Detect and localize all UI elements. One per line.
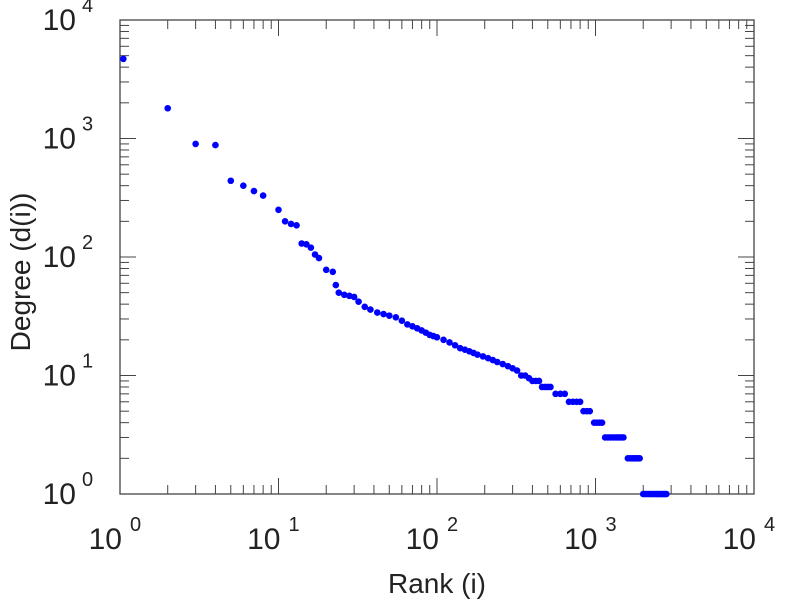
data-point — [259, 192, 267, 199]
data-point — [385, 312, 393, 319]
data-point — [240, 182, 247, 189]
data-point — [535, 377, 543, 385]
data-point — [227, 177, 235, 185]
data-point — [307, 244, 315, 251]
x-tick-label-base: 10 — [406, 523, 439, 556]
y-tick-label-exponent: 1 — [82, 351, 93, 373]
data-point — [433, 334, 441, 341]
x-axis-title: Rank (i) — [388, 568, 486, 599]
y-tick-label-base: 10 — [43, 360, 76, 393]
data-point — [315, 254, 323, 262]
data-point — [164, 104, 172, 112]
data-point — [446, 339, 453, 346]
data-point — [293, 222, 300, 229]
x-tick-label-exponent: 3 — [606, 514, 617, 536]
data-point — [493, 358, 501, 366]
data-point — [192, 140, 199, 148]
data-point — [513, 367, 521, 374]
y-tick-label-exponent: 2 — [82, 232, 93, 254]
data-point — [440, 336, 447, 344]
data-point — [212, 141, 219, 149]
data-point — [474, 351, 481, 358]
y-tick-label-exponent: 0 — [82, 469, 93, 491]
y-tick-labels: 10 0 10 1 10 2 10 3 10 4 — [43, 0, 94, 511]
data-point — [373, 309, 381, 316]
axis-minor-ticks — [120, 20, 754, 494]
data-point — [322, 266, 330, 274]
y-tick-label-exponent: 4 — [82, 0, 93, 17]
data-point — [663, 490, 670, 498]
data-point — [636, 455, 643, 462]
data-point — [451, 341, 459, 349]
data-point — [281, 218, 289, 225]
data-point — [380, 310, 387, 318]
data-point — [598, 419, 606, 426]
x-tick-labels: 10 0 10 1 10 2 10 3 10 4 — [89, 514, 776, 556]
y-tick-label-exponent: 3 — [82, 114, 93, 136]
y-tick-label-base: 10 — [43, 4, 76, 37]
data-point — [361, 303, 369, 311]
data-point — [275, 206, 282, 214]
data-point — [287, 220, 295, 228]
data-point — [620, 434, 627, 441]
x-tick-label-exponent: 2 — [447, 514, 458, 536]
data-point — [355, 298, 362, 305]
data-point — [120, 55, 127, 63]
data-point — [586, 407, 594, 415]
data-point — [404, 321, 411, 328]
x-tick-label-exponent: 4 — [764, 514, 775, 536]
y-axis-title: Degree (d(i)) — [5, 193, 36, 352]
x-tick-label-base: 10 — [247, 523, 280, 556]
data-point — [250, 187, 258, 195]
data-point — [552, 390, 559, 398]
data-points — [120, 55, 670, 498]
data-point — [350, 293, 358, 301]
x-tick-label-base: 10 — [89, 523, 122, 556]
data-point — [547, 383, 554, 391]
y-tick-label-base: 10 — [43, 123, 76, 156]
data-point — [335, 289, 343, 296]
data-point — [392, 313, 400, 321]
data-point — [329, 268, 337, 276]
data-point — [499, 360, 507, 368]
y-tick-label-base: 10 — [43, 241, 76, 274]
x-tick-label-base: 10 — [723, 523, 756, 556]
data-point — [479, 353, 487, 360]
data-point — [561, 390, 569, 398]
data-point — [576, 398, 584, 406]
plot-frame — [119, 19, 755, 495]
x-tick-label-exponent: 0 — [130, 514, 141, 536]
data-point — [332, 281, 340, 289]
data-point — [398, 317, 406, 325]
data-point — [367, 306, 374, 313]
data-point — [340, 291, 348, 299]
x-tick-label-base: 10 — [564, 523, 597, 556]
axis-major-ticks — [119, 19, 755, 495]
x-tick-label-exponent: 1 — [289, 514, 300, 536]
y-tick-label-base: 10 — [43, 478, 76, 511]
